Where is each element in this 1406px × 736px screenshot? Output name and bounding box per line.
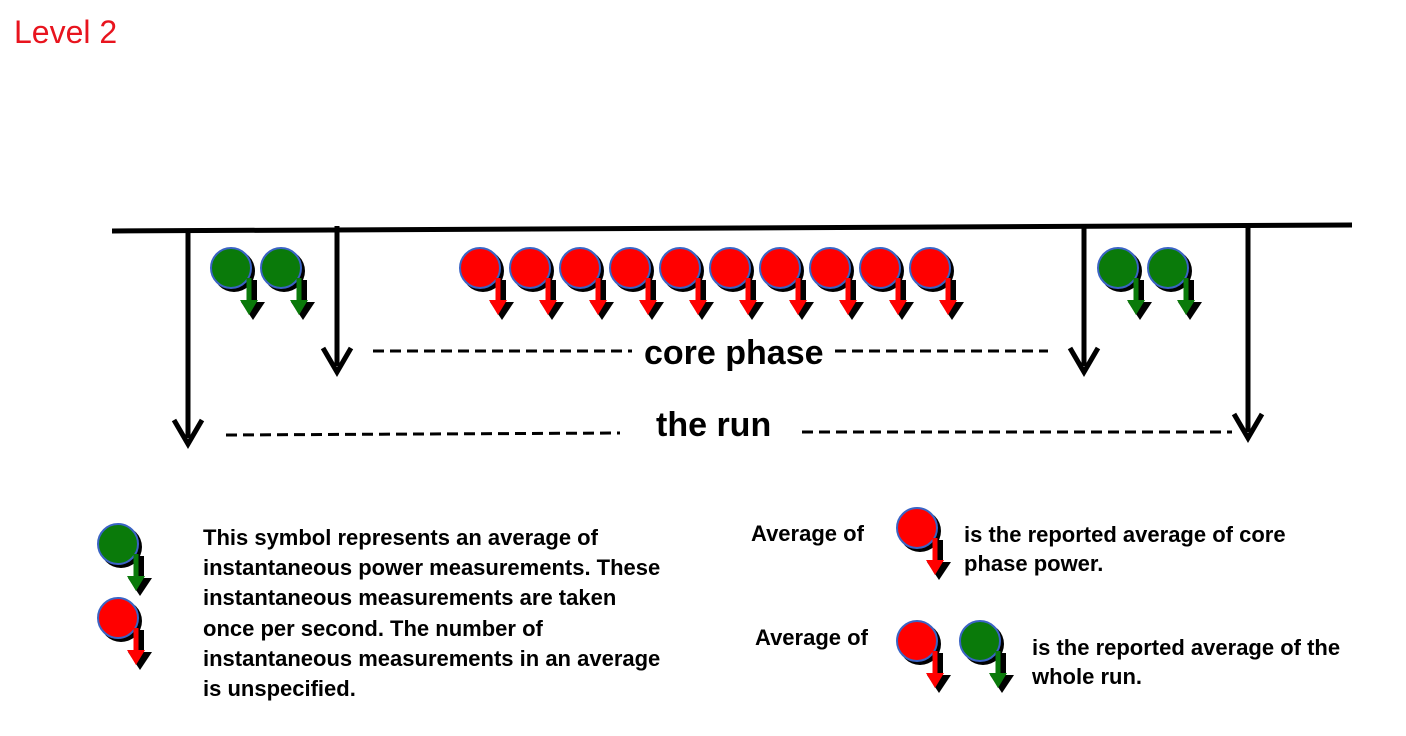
red-measurement-icon	[897, 508, 951, 580]
the-run-label: the run	[654, 406, 774, 445]
run-end-arrow	[1231, 225, 1265, 443]
red-measurement-icon	[897, 621, 951, 693]
red-measurement-icon	[560, 248, 614, 320]
red-measurement-icon	[910, 248, 964, 320]
core-measurements	[460, 248, 964, 320]
red-measurement-icon	[710, 248, 764, 320]
page-title: Level 2	[14, 14, 118, 50]
core-phase-end-arrow	[1067, 226, 1101, 377]
red-measurement-icon	[760, 248, 814, 320]
red-measurement-icon	[610, 248, 664, 320]
green-measurement-icon	[261, 248, 315, 320]
run-average-label: Average of	[755, 625, 868, 650]
core-phase-start-arrow	[320, 226, 354, 377]
red-measurement-icon	[510, 248, 564, 320]
timeline-baseline	[111, 222, 1353, 234]
red-measurement-icon	[460, 248, 514, 320]
post-core-measurements	[1098, 248, 1202, 320]
core-average-text: is the reported average of core phase po…	[964, 522, 1286, 576]
red-measurement-icon	[98, 598, 152, 670]
green-measurement-icon	[98, 524, 152, 596]
green-measurement-icon	[1098, 248, 1152, 320]
green-measurement-icon	[1148, 248, 1202, 320]
green-measurement-icon	[960, 621, 1014, 693]
run-dashes-left	[225, 431, 621, 437]
run-average-text: is the reported average of the whole run…	[1032, 635, 1341, 689]
pre-core-measurements	[211, 248, 315, 320]
run-start-arrow	[171, 231, 205, 449]
green-measurement-icon	[211, 248, 265, 320]
red-measurement-icon	[860, 248, 914, 320]
core-average-label: Average of	[751, 521, 864, 546]
symbol-description: This symbol represents an average of ins…	[203, 525, 661, 702]
red-measurement-icon	[660, 248, 714, 320]
core-phase-label: core phase	[642, 334, 826, 373]
red-measurement-icon	[810, 248, 864, 320]
